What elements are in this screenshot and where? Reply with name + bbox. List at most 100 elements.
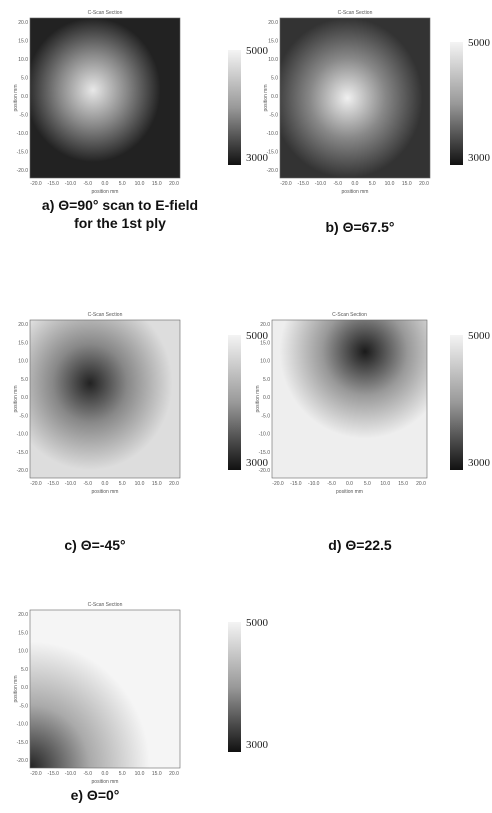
x-tick-label: 5.0: [119, 181, 126, 187]
y-tick-label: -15.0: [267, 150, 279, 156]
caption: c) Θ=-45°: [64, 537, 125, 553]
x-tick-label: -10.0: [308, 481, 320, 487]
y-tick-label: -15.0: [17, 450, 29, 456]
x-tick-label: 5.0: [119, 481, 126, 487]
y-axis-label: position mm: [255, 386, 261, 413]
y-tick-label: -20.0: [259, 468, 271, 474]
colorbar-min-label: 3000: [246, 457, 269, 469]
x-tick-label: -20.0: [272, 481, 284, 487]
c-scan-image: [271, 319, 428, 479]
y-tick-label: -20.0: [267, 168, 279, 174]
caption: for the 1st ply: [74, 215, 166, 231]
y-tick-label: 5.0: [21, 76, 28, 82]
y-tick-label: 15.0: [268, 39, 278, 45]
c-scan-image: [279, 17, 431, 179]
x-tick-label: -5.0: [83, 181, 92, 187]
colorbar: [228, 50, 241, 165]
y-tick-label: 15.0: [18, 630, 28, 636]
x-tick-label: 0.0: [102, 771, 109, 777]
x-tick-label: 20.0: [169, 181, 179, 187]
y-tick-label: 10.0: [18, 57, 28, 63]
x-axis-label: position mm: [92, 189, 119, 195]
x-axis-label: position mm: [92, 779, 119, 785]
y-tick-label: -15.0: [17, 740, 29, 746]
y-tick-label: 20.0: [18, 322, 28, 328]
y-axis-label: position mm: [13, 386, 19, 413]
x-tick-label: -15.0: [48, 771, 60, 777]
x-tick-label: 5.0: [364, 481, 371, 487]
x-tick-label: 0.0: [102, 181, 109, 187]
x-tick-label: 20.0: [169, 481, 179, 487]
colorbar-min-label: 3000: [246, 152, 269, 164]
x-tick-label: -15.0: [48, 481, 60, 487]
x-tick-label: 15.0: [152, 481, 162, 487]
caption: d) Θ=22.5: [328, 537, 392, 553]
y-tick-label: -20.0: [17, 468, 29, 474]
caption: b) Θ=67.5°: [325, 219, 394, 235]
x-tick-label: 10.0: [135, 481, 145, 487]
x-axis-label: position mm: [92, 489, 119, 495]
colorbar: [228, 335, 241, 470]
panel-title: C-Scan Section: [88, 10, 123, 16]
y-tick-label: 0.0: [21, 395, 28, 401]
x-tick-label: -15.0: [290, 481, 302, 487]
y-tick-label: -15.0: [259, 450, 271, 456]
y-tick-label: 10.0: [18, 359, 28, 365]
y-tick-label: -5.0: [19, 413, 28, 419]
x-tick-label: -5.0: [83, 771, 92, 777]
x-tick-label: 20.0: [169, 771, 179, 777]
x-tick-label: -10.0: [315, 181, 327, 187]
y-tick-label: 15.0: [18, 340, 28, 346]
x-tick-label: 10.0: [135, 181, 145, 187]
colorbar: [450, 335, 463, 470]
x-tick-label: 10.0: [385, 181, 395, 187]
y-tick-label: 10.0: [268, 57, 278, 63]
x-tick-label: 5.0: [119, 771, 126, 777]
y-tick-label: -10.0: [17, 722, 29, 728]
y-axis-label: position mm: [13, 85, 19, 112]
c-scan-image: [29, 609, 181, 769]
x-tick-label: -20.0: [30, 481, 42, 487]
y-tick-label: 10.0: [18, 649, 28, 655]
colorbar-min-label: 3000: [246, 739, 269, 751]
x-tick-label: 20.0: [419, 181, 429, 187]
x-tick-label: 0.0: [346, 481, 353, 487]
y-tick-label: 15.0: [18, 39, 28, 45]
y-tick-label: -10.0: [17, 131, 29, 137]
colorbar-max-label: 5000: [246, 617, 269, 629]
y-tick-label: 5.0: [271, 76, 278, 82]
caption: a) Θ=90° scan to E-field: [42, 197, 198, 213]
y-tick-label: 15.0: [260, 340, 270, 346]
y-tick-label: -20.0: [17, 758, 29, 764]
y-tick-label: 5.0: [263, 377, 270, 383]
y-tick-label: 5.0: [21, 377, 28, 383]
x-tick-label: -15.0: [298, 181, 310, 187]
y-tick-label: 0.0: [271, 94, 278, 100]
x-tick-label: 15.0: [152, 771, 162, 777]
x-tick-label: -10.0: [65, 481, 77, 487]
y-tick-label: 0.0: [21, 685, 28, 691]
colorbar-max-label: 5000: [246, 45, 269, 57]
y-tick-label: 20.0: [260, 322, 270, 328]
panel-title: C-Scan Section: [332, 312, 367, 318]
x-tick-label: 15.0: [398, 481, 408, 487]
y-tick-label: -5.0: [261, 413, 270, 419]
y-tick-label: -5.0: [19, 703, 28, 709]
y-tick-label: 5.0: [21, 667, 28, 673]
x-tick-label: -10.0: [65, 771, 77, 777]
x-tick-label: -15.0: [48, 181, 60, 187]
x-tick-label: 15.0: [152, 181, 162, 187]
x-tick-label: 5.0: [369, 181, 376, 187]
y-tick-label: 20.0: [268, 20, 278, 26]
c-scan-image: [29, 319, 181, 479]
x-tick-label: -5.0: [83, 481, 92, 487]
y-tick-label: -10.0: [259, 432, 271, 438]
y-axis-label: position mm: [263, 85, 269, 112]
x-tick-label: -5.0: [327, 481, 336, 487]
y-tick-label: 10.0: [260, 359, 270, 365]
x-tick-label: 20.0: [416, 481, 426, 487]
panel-title: C-Scan Section: [88, 602, 123, 608]
caption: e) Θ=0°: [71, 787, 120, 803]
x-tick-label: 10.0: [135, 771, 145, 777]
